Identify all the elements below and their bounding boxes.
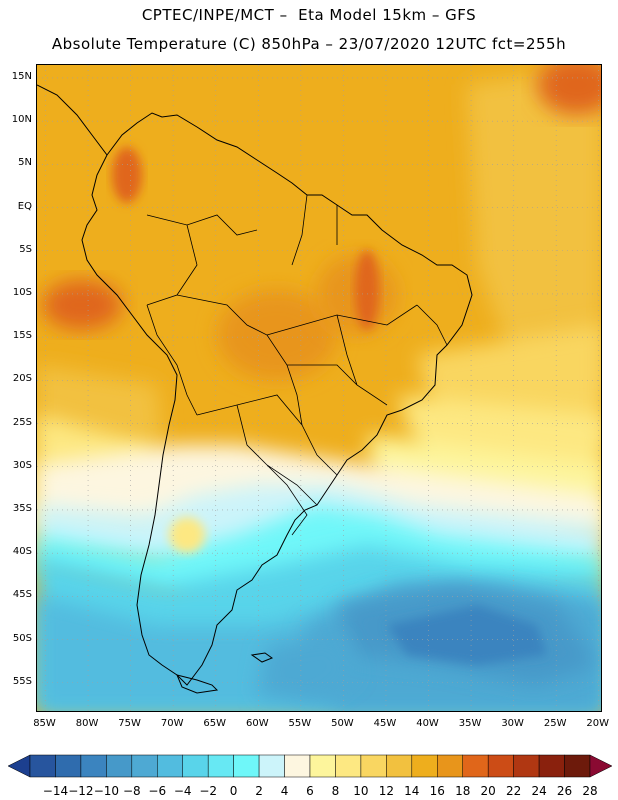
colorbar-min-arrow [8, 754, 31, 778]
colorbar-label: 18 [455, 784, 471, 798]
lat-label: EQ [17, 200, 32, 212]
lon-label: 40W [416, 718, 439, 729]
colorbar-label: 0 [229, 784, 238, 798]
field-band-minus6 [387, 605, 547, 665]
colorbar-swatch [106, 754, 133, 778]
lon-label: 50W [331, 718, 354, 729]
colorbar-swatch [513, 754, 540, 778]
lon-label: 55W [288, 718, 312, 729]
colorbar-swatch [55, 754, 82, 778]
lat-label: 10N [11, 114, 32, 126]
lon-label: 20W [586, 718, 610, 729]
lat-label: 10S [12, 286, 32, 298]
field-hot-tocantins [355, 250, 379, 330]
lon-label: 35W [458, 718, 482, 729]
colorbar-label: 22 [505, 784, 522, 798]
field-hot-northeast-corner [537, 65, 601, 115]
colorbar-label: −14 [42, 784, 69, 798]
falkland-islands [250, 652, 274, 663]
lat-label: 50S [12, 632, 32, 644]
colorbar [8, 754, 612, 778]
colorbar-label: −10 [93, 784, 120, 798]
colorbar-label: −6 [148, 784, 167, 798]
lat-label: 25S [12, 416, 32, 428]
colorbar-swatch [207, 754, 234, 778]
lat-label: 45S [12, 589, 32, 601]
colorbar-label: 4 [280, 784, 289, 798]
lat-label: 5N [18, 157, 32, 169]
colorbar-swatch [233, 754, 260, 778]
lon-label: 30W [501, 718, 524, 729]
colorbar-label: 8 [331, 784, 340, 798]
colorbar-label: 20 [480, 784, 496, 798]
lat-label: 20S [12, 373, 32, 385]
field-atlantic-16 [467, 65, 601, 395]
colorbar-swatch [182, 754, 209, 778]
colorbar-label: −4 [173, 784, 192, 798]
colorbar-label: 6 [306, 784, 314, 798]
colorbar-label: 10 [353, 784, 369, 798]
colorbar-swatch [360, 754, 387, 778]
colorbar-label: −2 [199, 784, 218, 798]
title-line-2: Absolute Temperature (C) 850hPa – 23/07/… [51, 35, 567, 53]
colorbar-swatch [131, 754, 158, 778]
colorbar-label: 16 [429, 784, 445, 798]
lon-label: 75W [118, 718, 141, 729]
colorbar-swatch [386, 754, 413, 778]
lat-label: 30S [12, 459, 32, 471]
lat-label: 15N [11, 70, 32, 82]
central-america-coastline [37, 84, 108, 156]
lat-label: 55S [12, 675, 32, 687]
temperature-field [37, 65, 601, 711]
colorbar-swatch [80, 754, 107, 778]
field-hot-colombia [112, 147, 142, 203]
field-warm-brazil [217, 290, 337, 380]
lat-label: 15S [12, 330, 32, 342]
colorbar-label: 12 [378, 784, 394, 798]
temperature-map[interactable] [36, 64, 602, 712]
national-borders [146, 194, 448, 536]
colorbar-swatch [157, 754, 183, 778]
colorbar-swatch [437, 754, 463, 778]
colorbar-swatch [258, 754, 285, 778]
colorbar-swatch [411, 754, 438, 778]
colorbar-max-arrow [589, 754, 612, 778]
colorbar-label: −8 [122, 784, 141, 798]
colorbar-swatch [335, 754, 362, 778]
lon-label: 60W [245, 718, 269, 729]
colorbar-swatch [29, 754, 56, 778]
lat-label: 35S [12, 502, 32, 514]
colorbar-swatch [538, 754, 565, 778]
colorbar-label: 28 [582, 784, 598, 798]
colorbar-swatch [487, 754, 514, 778]
lon-label: 80W [75, 718, 99, 729]
lon-label: 70W [160, 718, 184, 729]
lat-label: 40S [12, 546, 32, 558]
field-band-minus2b [257, 635, 357, 705]
tierra-del-fuego [176, 674, 219, 694]
lon-label: 25W [543, 718, 567, 729]
field-warm-andes [169, 517, 205, 553]
field-hot-peru-coast [42, 280, 122, 330]
colorbar-label: −12 [68, 784, 94, 798]
colorbar-swatch [309, 754, 336, 778]
colorbar-swatch [462, 754, 489, 778]
colorbar-label: 2 [255, 784, 263, 798]
colorbar-swatch [564, 754, 591, 778]
lat-label: 5S [19, 243, 32, 255]
coastlines-and-borders [37, 84, 473, 694]
title-line-1: CPTEC/INPE/MCT – Eta Model 15km – GFS [141, 6, 477, 24]
lon-label: 45W [373, 718, 397, 729]
colorbar-label: 26 [556, 784, 573, 798]
south-america-coastline [81, 112, 473, 686]
lat-lon-grid [37, 65, 601, 711]
colorbar-label: 14 [404, 784, 420, 798]
colorbar-swatch [284, 754, 311, 778]
lon-label: 65W [203, 718, 227, 729]
lon-label: 85W [33, 718, 56, 729]
colorbar-label: 24 [531, 784, 547, 798]
